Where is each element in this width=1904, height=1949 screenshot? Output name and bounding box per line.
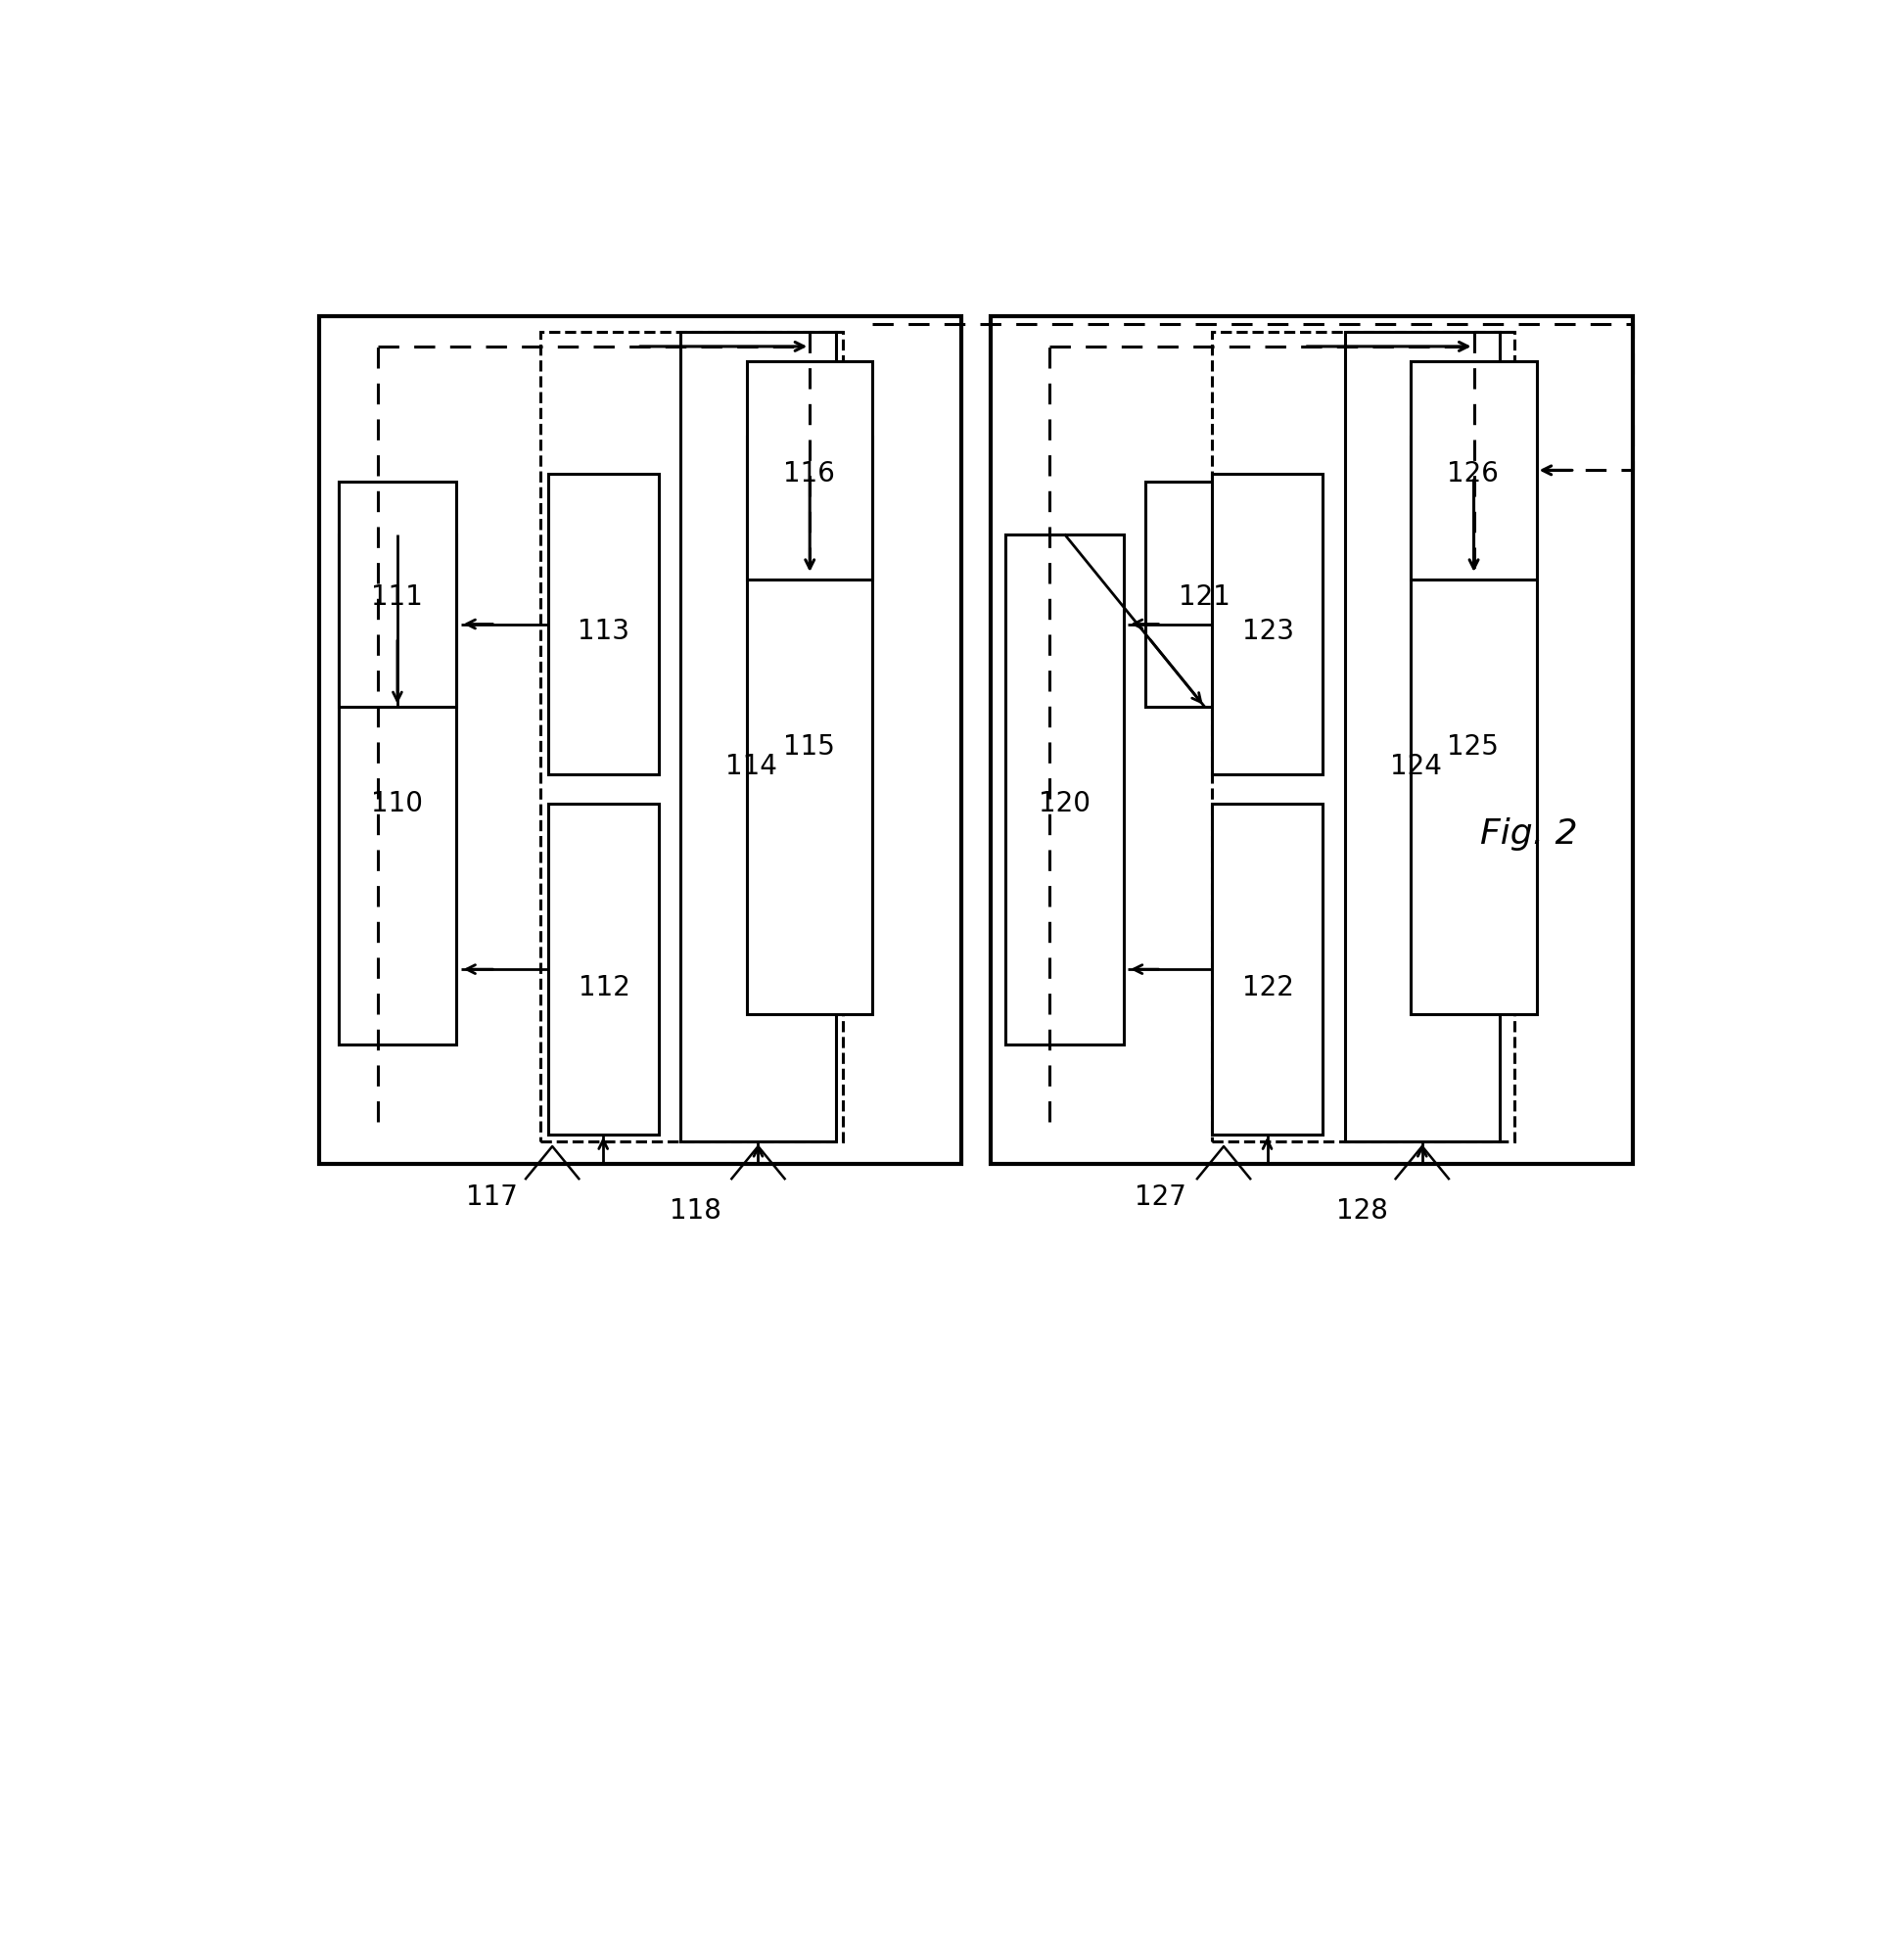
- Text: 126: 126: [1447, 460, 1498, 487]
- Bar: [548, 805, 659, 1134]
- Text: 123: 123: [1241, 618, 1295, 645]
- Text: 124: 124: [1390, 752, 1441, 780]
- Text: 115: 115: [783, 733, 836, 760]
- Text: 113: 113: [579, 618, 630, 645]
- Text: 114: 114: [725, 752, 777, 780]
- Bar: [1211, 474, 1323, 774]
- Bar: [1344, 331, 1500, 1142]
- Bar: [320, 316, 962, 1164]
- Text: 110: 110: [371, 791, 423, 819]
- Bar: [339, 534, 457, 1045]
- Bar: [746, 361, 872, 579]
- Text: 112: 112: [579, 974, 630, 1002]
- Text: 117: 117: [466, 1183, 518, 1210]
- Bar: [1005, 534, 1123, 1045]
- Text: 122: 122: [1241, 974, 1295, 1002]
- Bar: [746, 437, 872, 1013]
- Text: 128: 128: [1337, 1197, 1388, 1224]
- Bar: [1411, 437, 1537, 1013]
- Text: 120: 120: [1038, 791, 1091, 819]
- Text: 125: 125: [1447, 733, 1498, 760]
- Text: 127: 127: [1135, 1183, 1186, 1210]
- Text: 121: 121: [1179, 583, 1230, 610]
- Text: 116: 116: [783, 460, 836, 487]
- Bar: [990, 316, 1632, 1164]
- Bar: [548, 474, 659, 774]
- Text: 111: 111: [371, 583, 423, 610]
- Bar: [1211, 331, 1514, 1142]
- Bar: [339, 481, 457, 707]
- Bar: [1411, 361, 1537, 579]
- Bar: [1146, 481, 1264, 707]
- Bar: [682, 331, 836, 1142]
- Bar: [1211, 805, 1323, 1134]
- Text: Fig. 2: Fig. 2: [1481, 817, 1578, 852]
- Text: 118: 118: [670, 1197, 722, 1224]
- Bar: [541, 331, 843, 1142]
